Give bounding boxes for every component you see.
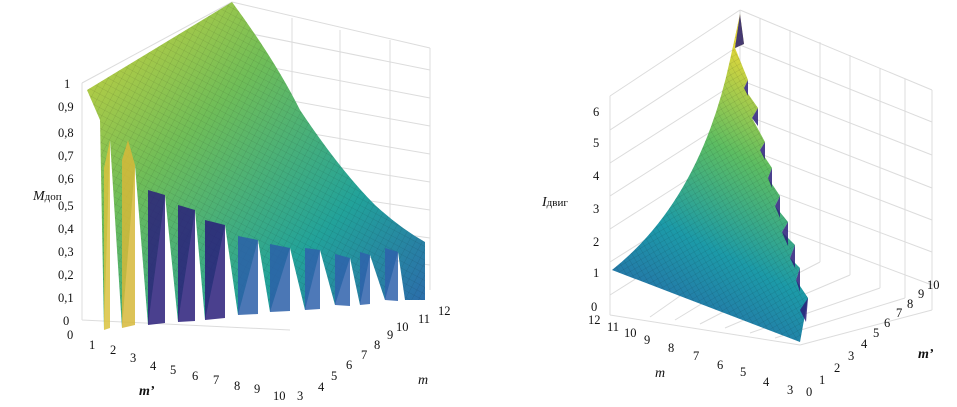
left-y-tick-11: 11 [418,312,430,326]
left-x-tick-1: 1 [89,338,95,352]
left-y-tick-8: 8 [374,338,380,352]
left-z-label: Mдоп [32,189,62,204]
left-notches [104,140,398,330]
left-x-ticks: 0 1 2 3 4 5 6 7 8 9 10 [67,328,286,403]
left-z-tick-8: 0,8 [58,126,74,140]
right-y-tick-10: 10 [624,326,637,340]
left-y-tick-7: 7 [361,348,367,362]
left-y-tick-6: 6 [346,358,352,372]
right-x-tick-1: 1 [819,373,825,387]
right-y-ticks: 12 11 10 9 8 7 6 5 4 3 [588,313,793,397]
left-x-tick-3: 3 [130,351,136,365]
right-x-tick-3: 3 [848,349,854,363]
right-x-label: m’ [918,347,934,362]
left-z-tick-10: 1 [64,77,70,91]
right-z-label: Iдвиг [541,195,568,210]
right-x-tick-6: 6 [884,316,890,330]
right-x-ticks: 0 1 2 3 4 5 6 7 8 9 10 [806,278,940,399]
left-z-tick-3: 0,3 [58,245,74,259]
right-x-tick-4: 4 [861,337,868,351]
left-z-tick-9: 0,9 [58,100,74,114]
left-y-ticks: 3 4 5 6 7 8 9 10 11 12 [297,304,451,403]
right-x-tick-8: 8 [907,297,913,311]
right-x-tick-0: 0 [806,385,812,399]
left-y-tick-5: 5 [331,369,337,383]
right-x-tick-7: 7 [896,306,902,320]
right-x-tick-9: 9 [918,287,924,301]
right-y-tick-3: 3 [787,383,793,397]
right-y-tick-8: 8 [668,341,674,355]
left-y-label: m [418,373,428,388]
right-z-ticks: 0 1 2 3 4 5 6 [591,105,600,314]
chart-right [609,9,933,346]
right-z-tick-3: 3 [593,202,599,216]
right-z-tick-6: 6 [593,105,599,119]
right-y-tick-7: 7 [693,349,699,363]
right-x-tick-10: 10 [927,278,940,292]
left-x-tick-4: 4 [150,359,157,373]
left-z-tick-2: 0,2 [58,268,74,282]
left-z-tick-5: 0,5 [58,199,74,213]
right-z-tick-0: 0 [591,300,597,314]
right-y-label: m [655,366,665,381]
left-z-ticks: 0 0,1 0,2 0,3 0,4 0,5 0,6 0,7 0,8 0,9 1 [58,77,74,328]
left-y-tick-10: 10 [396,320,409,334]
right-y-tick-9: 9 [644,333,650,347]
chart-left [81,1,431,331]
right-y-tick-11: 11 [607,320,619,334]
right-y-tick-12: 12 [588,313,601,327]
right-y-tick-6: 6 [717,358,723,372]
right-y-tick-5: 5 [740,365,746,379]
left-z-tick-1: 0,1 [58,291,74,305]
left-z-tick-6: 0,6 [58,172,74,186]
left-x-tick-8: 8 [234,379,240,393]
left-x-tick-2: 2 [110,343,116,357]
left-x-tick-6: 6 [192,369,198,383]
right-x-tick-2: 2 [834,361,840,375]
right-teeth [735,14,808,322]
right-z-tick-4: 4 [593,169,600,183]
right-z-tick-5: 5 [593,136,599,150]
left-y-tick-9: 9 [387,328,393,342]
left-x-tick-10: 10 [273,389,286,403]
left-x-tick-7: 7 [213,373,219,387]
left-z-tick-7: 0,7 [58,149,74,163]
left-x-tick-5: 5 [170,363,176,377]
right-y-tick-4: 4 [763,375,770,389]
right-z-tick-2: 2 [593,235,599,249]
left-y-tick-3: 3 [297,389,303,403]
left-x-tick-0: 0 [67,328,73,342]
left-y-tick-12: 12 [438,304,451,318]
left-x-label: m’ [139,384,155,399]
left-x-tick-9: 9 [254,382,260,396]
right-x-tick-5: 5 [873,326,879,340]
left-z-tick-0: 0 [63,314,69,328]
left-z-tick-4: 0,4 [58,222,74,236]
left-y-tick-4: 4 [318,380,325,394]
right-z-tick-1: 1 [593,266,599,280]
